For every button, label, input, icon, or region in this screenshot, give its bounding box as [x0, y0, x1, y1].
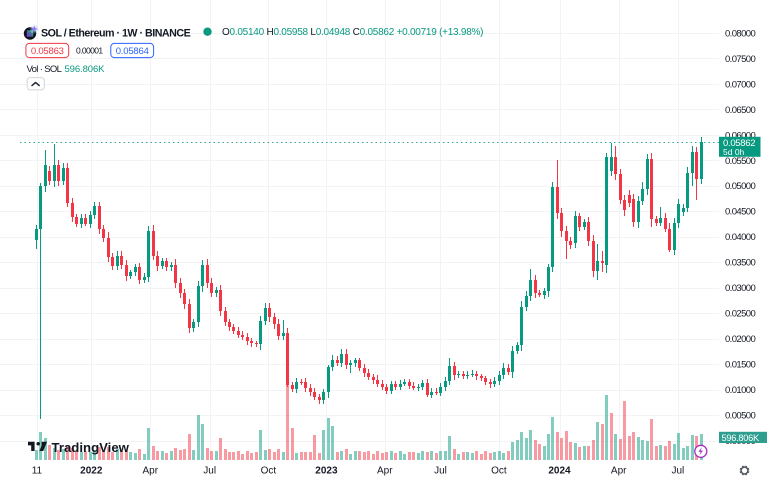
svg-text:0.03000: 0.03000 [725, 283, 755, 294]
svg-text:TradingView: TradingView [52, 440, 130, 455]
svg-text:0.00001: 0.00001 [76, 46, 103, 56]
svg-text:2023: 2023 [315, 466, 338, 477]
svg-text:Apr: Apr [377, 466, 393, 477]
svg-text:0.04000: 0.04000 [725, 232, 755, 243]
svg-text:0.05863: 0.05863 [31, 46, 64, 57]
svg-text:596.806K: 596.806K [65, 64, 106, 75]
svg-text:Apr: Apr [143, 466, 159, 477]
svg-text:5d 0h: 5d 0h [723, 147, 745, 157]
svg-text:0.02000: 0.02000 [725, 334, 755, 345]
svg-text:Oct: Oct [261, 466, 277, 477]
svg-text:0.00500: 0.00500 [725, 411, 755, 422]
svg-text:0.08000: 0.08000 [725, 28, 755, 39]
svg-text:0.07500: 0.07500 [725, 54, 755, 65]
svg-text:Apr: Apr [611, 466, 627, 477]
svg-text:0.06000: 0.06000 [725, 130, 755, 141]
svg-text:Jul: Jul [203, 466, 216, 477]
svg-text:Jul: Jul [672, 466, 685, 477]
svg-text:0.05000: 0.05000 [725, 181, 755, 192]
svg-text:Vol · SOL: Vol · SOL [27, 64, 62, 75]
svg-text:Jul: Jul [434, 466, 447, 477]
svg-text:0.04500: 0.04500 [725, 207, 755, 218]
svg-text:0.02500: 0.02500 [725, 309, 755, 320]
svg-text:0.01000: 0.01000 [725, 385, 755, 396]
svg-text:0.03500: 0.03500 [725, 258, 755, 269]
svg-text:O0.05140 H0.05958 L0.04948 C0.: O0.05140 H0.05958 L0.04948 C0.05862 +0.0… [222, 27, 483, 38]
svg-text:0.05862: 0.05862 [723, 138, 755, 149]
svg-text:2022: 2022 [80, 466, 103, 477]
svg-text:Oct: Oct [491, 466, 507, 477]
svg-text:0.07000: 0.07000 [725, 79, 755, 90]
svg-text:11: 11 [32, 466, 43, 477]
svg-text:0.06500: 0.06500 [725, 105, 755, 116]
svg-text:0.05500: 0.05500 [725, 156, 755, 167]
svg-text:SOL / Ethereum · 1W · BINANCE: SOL / Ethereum · 1W · BINANCE [41, 27, 191, 39]
svg-text:596.806K: 596.806K [722, 433, 760, 443]
svg-text:2024: 2024 [548, 466, 571, 477]
svg-text:0.05864: 0.05864 [116, 46, 149, 57]
svg-text:0.01500: 0.01500 [725, 360, 755, 371]
